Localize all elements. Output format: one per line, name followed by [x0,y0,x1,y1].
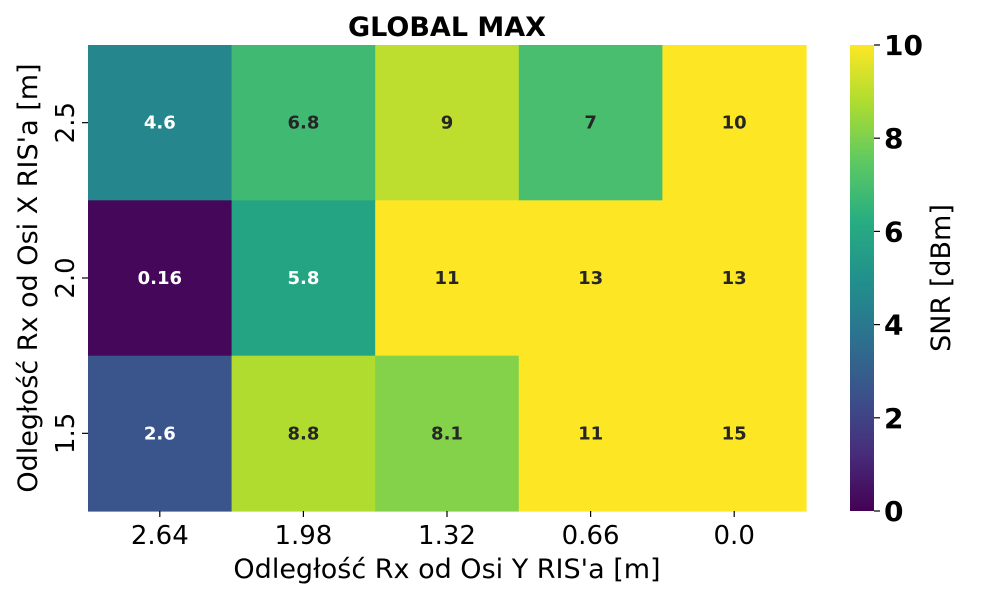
x-axis-label: Odległość Rx od Osi Y RIS'a [m] [233,554,660,585]
colorbar-tick-label: 4 [884,309,903,342]
heatmap-cell [375,200,520,357]
cell-value-label: 8.1 [431,423,463,444]
x-tick-label: 1.32 [418,521,476,551]
heatmap-cell [375,355,520,512]
cell-value-label: 13 [578,268,603,289]
heatmap-cells [88,45,807,512]
cell-value-label: 4.6 [144,113,176,134]
heatmap-cell-labels: 4.6 6.8 9 7 10 0.16 5.8 11 13 13 2.6 8.8 8.1 11 15 [138,113,747,445]
heatmap-cell [518,355,663,512]
cell-value-label: 5.8 [287,268,319,289]
x-tick-label: 1.98 [274,521,332,551]
y-tick-label: 2.5 [51,102,81,143]
cell-value-label: 9 [441,113,454,134]
heatmap-cell [375,45,520,201]
cell-value-label: 8.8 [287,423,319,444]
colorbar-tick-label: 10 [884,29,923,62]
heatmap-cell [231,200,376,357]
cell-value-label: 15 [722,423,747,444]
heatmap-cell [88,45,233,201]
heatmap-cell [518,200,663,357]
colorbar [850,45,874,511]
cell-value-label: 7 [584,113,597,134]
colorbar-ticks: 0 2 4 6 8 10 [874,29,923,528]
colorbar-label: SNR [dBm] [926,204,957,352]
cell-value-label: 10 [722,113,747,134]
x-axis-ticks: 2.64 1.98 1.32 0.66 0.0 [131,511,755,551]
cell-value-label: 2.6 [144,423,176,444]
heatmap-cell [88,200,233,357]
y-tick-label: 2.0 [51,257,81,298]
cell-value-label: 11 [578,423,603,444]
x-tick-label: 2.64 [131,521,189,551]
colorbar-tick-label: 0 [884,495,903,528]
colorbar-tick-label: 2 [884,402,903,435]
colorbar-tick-label: 6 [884,215,903,248]
y-axis-ticks: 2.5 2.0 1.5 [51,102,88,454]
cell-value-label: 0.16 [138,268,182,289]
heatmap-cell [662,45,807,201]
heatmap-cell [88,355,233,512]
heatmap-cell [231,45,376,201]
heatmap-cell [662,200,807,357]
x-tick-label: 0.0 [714,521,755,551]
heatmap-cell [518,45,663,201]
cell-value-label: 6.8 [287,113,319,134]
x-tick-label: 0.66 [562,521,620,551]
cell-value-label: 11 [434,268,459,289]
y-tick-label: 1.5 [51,413,81,454]
y-axis-label: Odległość Rx od Osi X RIS'a [m] [13,63,44,492]
cell-value-label: 13 [722,268,747,289]
chart-title: GLOBAL MAX [348,12,546,43]
heatmap-cell [662,355,807,512]
colorbar-tick-label: 8 [884,122,903,155]
heatmap-cell [231,355,376,512]
